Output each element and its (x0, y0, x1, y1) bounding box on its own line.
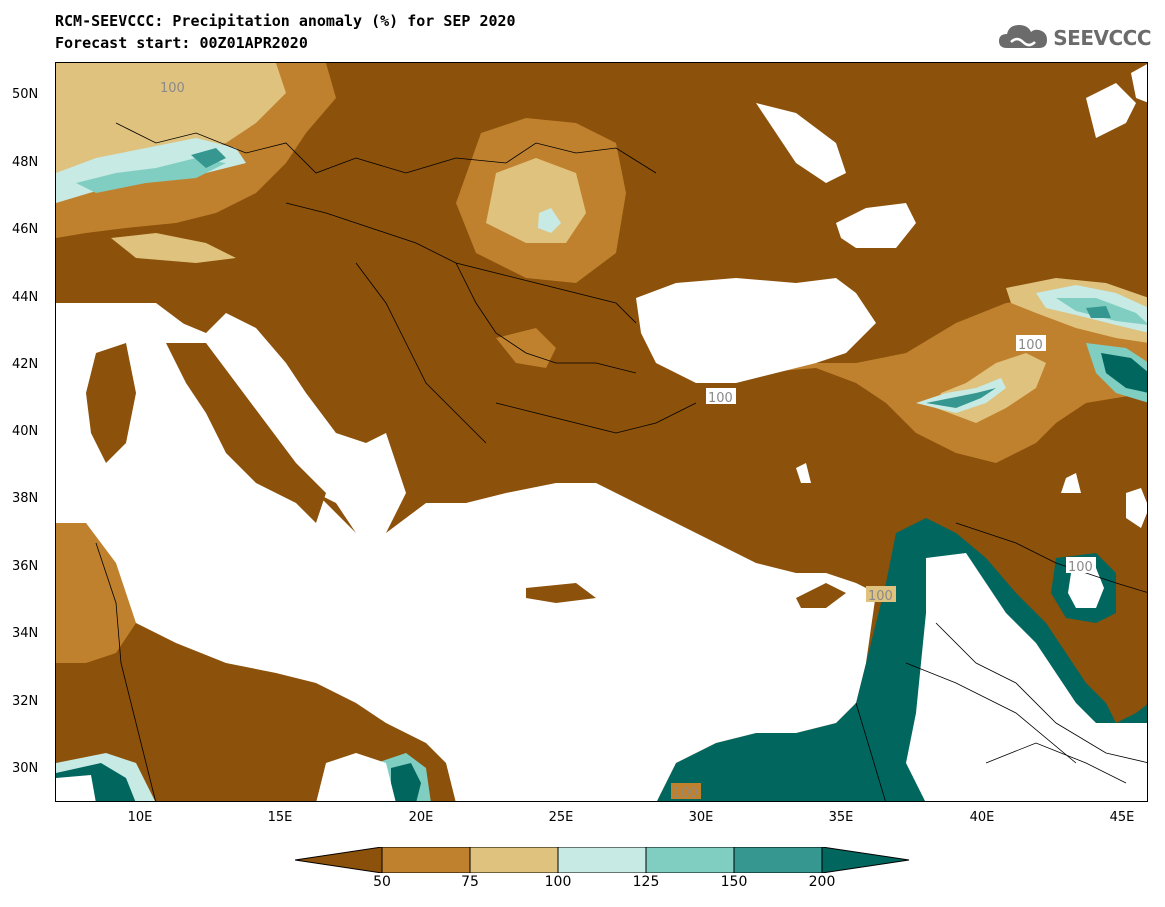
forecast-start-label: Forecast start: 00Z01APR2020 (55, 34, 308, 52)
map-area: 100 100 100 100 100 100 (55, 62, 1148, 802)
lon-label: 10E (127, 810, 153, 825)
colorbar-segment (733, 846, 823, 874)
lat-label: 34N (12, 626, 39, 641)
contour-label: 100 (1068, 560, 1093, 575)
contour-label: 100 (708, 391, 733, 406)
logo-text: SEEVCCC (1053, 26, 1151, 50)
colorbar-segment (645, 846, 735, 874)
lon-label: 35E (828, 810, 854, 825)
colorbar-segment-above (821, 846, 910, 874)
lat-label: 50N (12, 87, 39, 102)
colorbar-segment (381, 846, 471, 874)
lon-label: 20E (408, 810, 434, 825)
lat-label: 36N (12, 559, 39, 574)
lon-label: 40E (969, 810, 995, 825)
lat-label: 48N (12, 155, 39, 170)
cloud-icon (997, 20, 1049, 56)
colorbar-label: 150 (720, 874, 748, 890)
seevccc-logo: SEEVCCC (997, 20, 1151, 56)
lat-label: 32N (12, 694, 39, 709)
lon-label: 25E (548, 810, 574, 825)
contour-label: 100 (868, 589, 893, 604)
lat-label: 38N (12, 491, 39, 506)
map-title: RCM-SEEVCCC: Precipitation anomaly (%) f… (55, 12, 516, 30)
colorbar-label: 125 (632, 874, 660, 890)
lat-label: 42N (12, 357, 39, 372)
lat-label: 40N (12, 424, 39, 439)
contour-label: 100 (160, 81, 185, 96)
colorbar-label: 100 (544, 874, 572, 890)
colorbar-label: 75 (461, 874, 479, 890)
colorbar-segment (557, 846, 647, 874)
lat-label: 30N (12, 761, 39, 776)
colorbar-label: 50 (373, 874, 391, 890)
contour-label: 100 (1018, 338, 1043, 353)
lat-label: 44N (12, 290, 39, 305)
colorbar-segment (469, 846, 559, 874)
lon-label: 15E (267, 810, 293, 825)
lon-label: 45E (1109, 810, 1135, 825)
lon-label: 30E (688, 810, 714, 825)
contour-label: 100 (673, 786, 698, 801)
colorbar-label: 200 (808, 874, 836, 890)
colorbar (294, 846, 910, 874)
colorbar-segment-below (294, 846, 383, 874)
lat-label: 46N (12, 222, 39, 237)
